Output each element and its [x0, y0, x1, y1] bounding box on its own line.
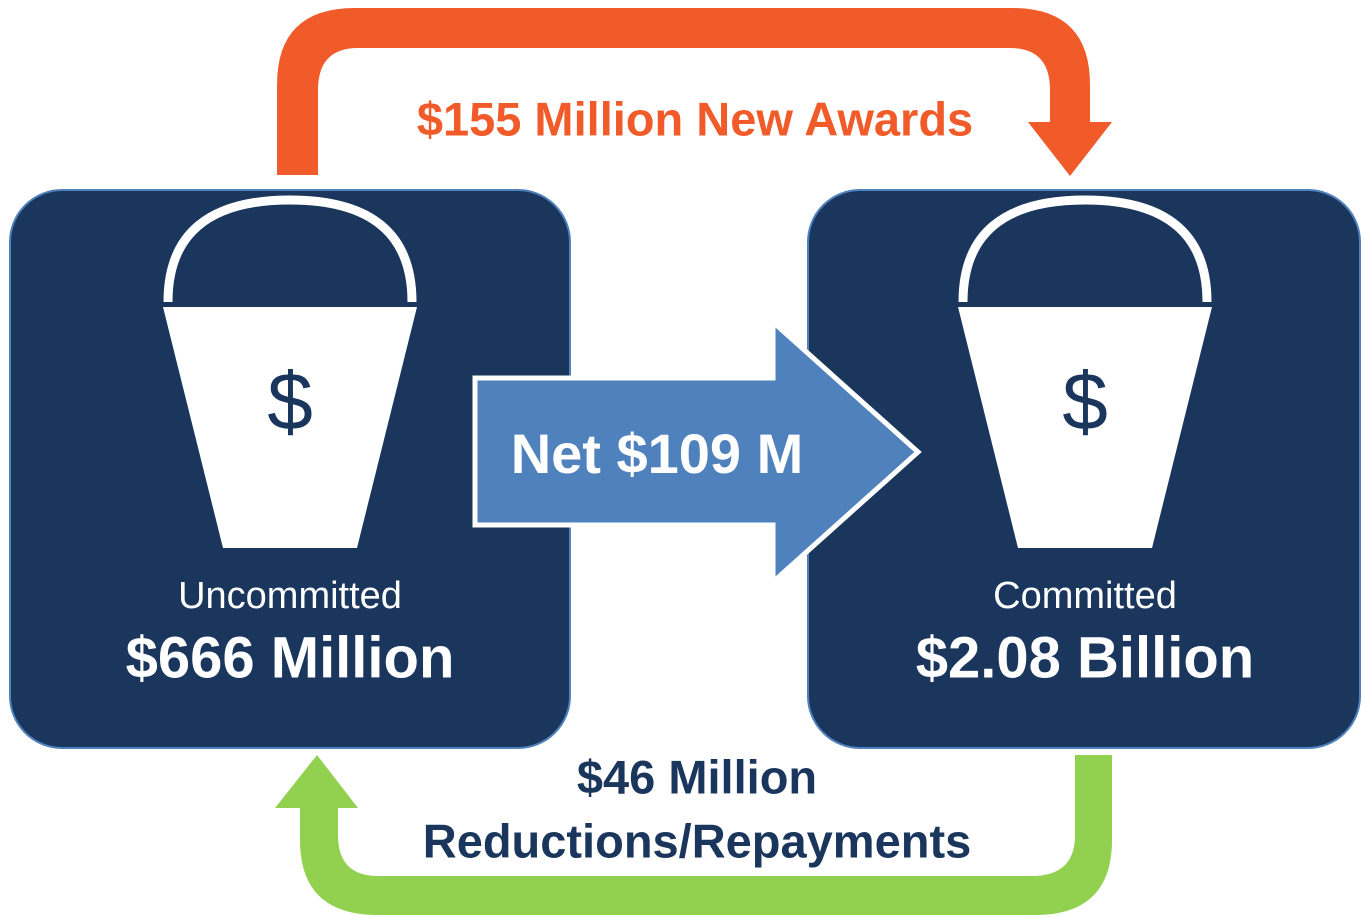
net-arrow: [472, 316, 922, 588]
bucket-label: Uncommitted: [178, 575, 402, 617]
bucket-right: [958, 195, 1212, 548]
repayments-arrow: [275, 755, 1112, 915]
new-awards-label: $155 Million New Awards: [417, 92, 973, 145]
bucket-left: [163, 195, 417, 548]
new-awards-arrow: [277, 8, 1112, 176]
bucket-amount: $666 Million: [126, 625, 455, 690]
bucket-amount: $2.08 Billion: [916, 625, 1254, 690]
dollar-symbol: $: [267, 357, 313, 448]
net-label: Net $109 M: [511, 422, 804, 485]
dollar-symbol: $: [1062, 357, 1108, 448]
bucket-label: Committed: [993, 575, 1177, 617]
repayments-label: Reductions/Repayments: [423, 814, 971, 867]
repayments-label: $46 Million: [577, 750, 817, 803]
